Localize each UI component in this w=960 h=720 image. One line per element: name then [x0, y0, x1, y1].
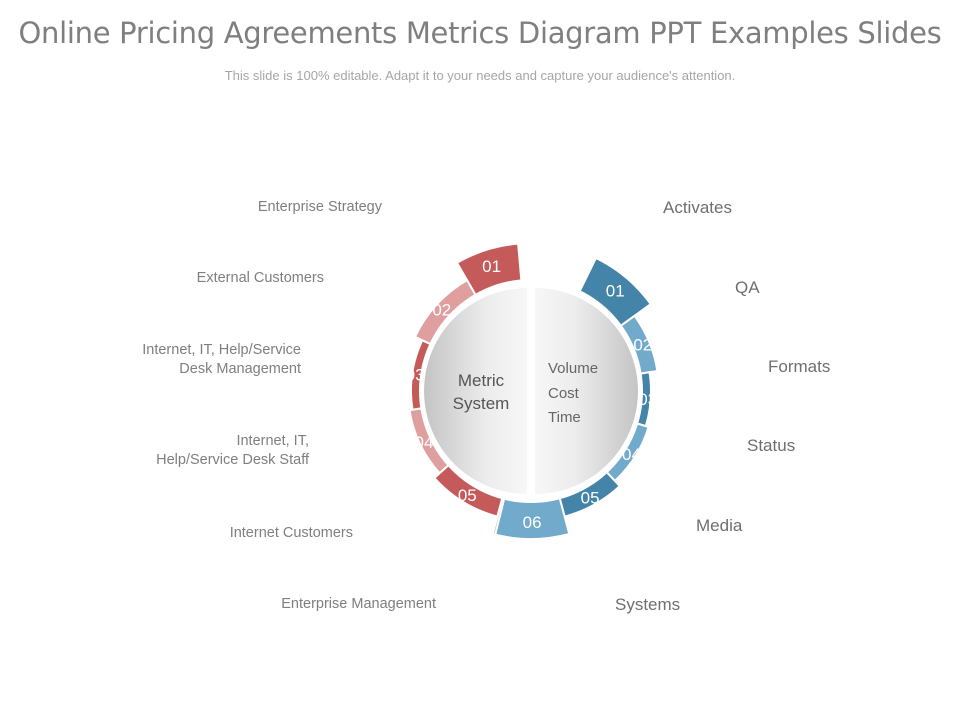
right-label-2: QA	[735, 278, 760, 297]
center-right-half	[535, 288, 638, 494]
slide-subtitle: This slide is 100% editable. Adapt it to…	[224, 68, 736, 83]
left-label-3: Internet, IT, Help/Service Desk Manageme…	[142, 342, 301, 377]
left-label-2: External Customers	[196, 270, 324, 286]
center-item-cost: Cost	[548, 384, 579, 402]
right-segment-number-3: 03	[638, 390, 657, 409]
right-segment-number-2: 02	[633, 336, 652, 355]
center-item-time: Time	[548, 409, 581, 426]
right-segment-group: 01 02 03 04 05 06	[493, 256, 659, 541]
center-left-half	[424, 288, 527, 494]
left-label-6: Enterprise Management	[281, 596, 436, 612]
left-segment-number-5: 05	[458, 486, 477, 505]
right-segment-number-1: 01	[606, 282, 625, 301]
right-label-5: Media	[696, 516, 743, 535]
center-right-list: Volume Cost Time	[548, 357, 628, 431]
left-segment-number-2: 02	[432, 300, 451, 319]
right-segment-number-5: 05	[581, 489, 600, 508]
right-label-1: Activates	[663, 198, 732, 217]
right-label-3: Formats	[768, 357, 831, 376]
center-left-label: Metric System	[452, 371, 510, 413]
right-segment-number-4: 04	[622, 445, 641, 464]
left-label-4: Internet, IT, Help/Service Desk Staff	[156, 433, 309, 468]
right-label-4: Status	[747, 436, 796, 455]
center-item-volume: Volume	[548, 360, 599, 377]
right-label-6: Systems	[615, 595, 681, 614]
left-label-5: Internet Customers	[229, 525, 353, 541]
right-segment-number-6: 06	[523, 513, 542, 532]
left-segment-number-1: 01	[482, 257, 501, 276]
left-label-1: Enterprise Strategy	[257, 199, 382, 215]
left-segment-number-4: 04	[415, 433, 434, 452]
slide-title: Online Pricing Agreements Metrics Diagra…	[18, 16, 942, 50]
